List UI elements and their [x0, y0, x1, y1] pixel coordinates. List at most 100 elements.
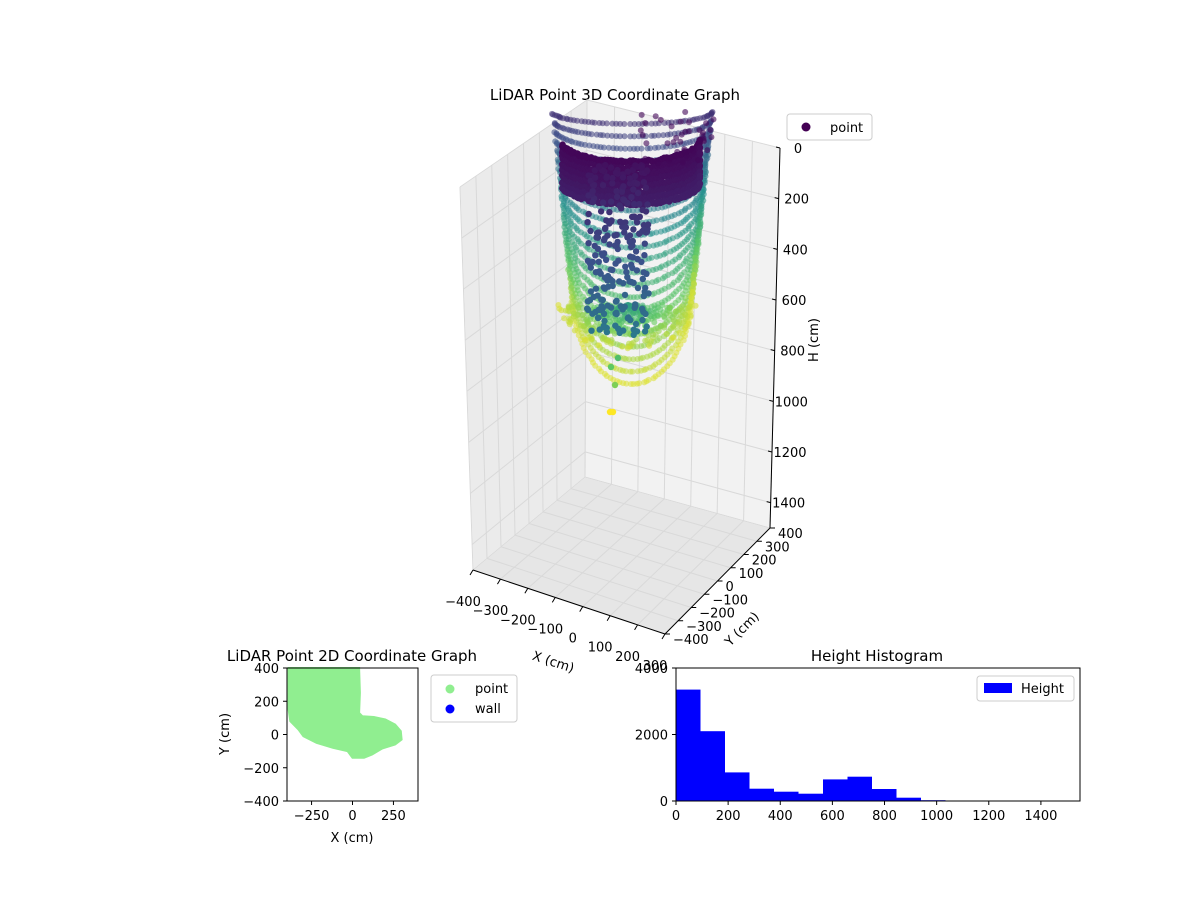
plot3d-point	[588, 131, 595, 138]
plot3d-y-gridline	[491, 165, 502, 547]
plot3d-y-tick-label: −300	[686, 620, 722, 635]
plot3d-point	[651, 319, 658, 326]
plot3d-x-tick-label: 0	[569, 632, 577, 647]
plot3d-point	[622, 368, 629, 375]
plot3d-point	[636, 213, 643, 220]
plot3d-point	[632, 162, 639, 169]
plot3d-point	[628, 194, 635, 201]
plot3d-point	[623, 268, 630, 276]
plot2d-legend-label-point: point	[475, 682, 508, 697]
plot3d-z-tick-label: 0	[794, 142, 802, 157]
plot2d-ticks: −250 0 250 400 200 0 −200 −400	[243, 662, 406, 824]
plot3d-x-tick-label: −200	[500, 613, 536, 628]
plot3d-x-tick-label: −400	[445, 595, 481, 610]
plot3d-point	[631, 121, 638, 127]
histogram-x-tick-label: 200	[716, 809, 741, 824]
plot3d-point	[699, 194, 706, 201]
plot3d-point	[611, 242, 619, 249]
plot3d-point	[678, 303, 685, 310]
plot3d-point	[607, 266, 614, 273]
plot3d-point	[574, 117, 581, 124]
plot3d-x-tick	[661, 633, 666, 640]
plot3d-point	[688, 294, 695, 301]
plot3d-point	[700, 186, 707, 193]
plot3d-point	[600, 310, 608, 317]
plot2d-x-tick-label: 0	[348, 809, 356, 824]
histogram-bar	[872, 789, 897, 801]
plot3d-point	[579, 311, 586, 318]
plot3d-point	[694, 237, 701, 244]
plot3d-x-gridline	[716, 134, 726, 514]
plot3d-point	[607, 198, 615, 205]
histogram-y-tick-label: 2000	[635, 729, 668, 744]
histogram-x-tick-label: 600	[820, 809, 845, 824]
histogram-bars	[676, 689, 1068, 801]
plot3d-point	[696, 180, 704, 187]
histogram: Height Histogram 0 200 400 600 800 1000 1200 14…	[635, 647, 1081, 824]
plot3d-point	[626, 356, 633, 363]
plot3d-point	[598, 303, 605, 310]
plot3d-point	[634, 180, 641, 187]
plot3d-point	[584, 318, 591, 325]
plot3d-point	[581, 336, 588, 343]
plot3d-point	[640, 269, 647, 276]
plot3d-y-gridline	[507, 154, 516, 536]
plot3d-point	[587, 227, 594, 235]
plot3d-point	[673, 308, 680, 315]
plot3d-point	[603, 328, 611, 336]
plot3d-y-gridline	[554, 121, 558, 501]
plot3d-point	[578, 240, 584, 247]
plot3d-point	[558, 307, 565, 314]
plot3d-point	[618, 188, 626, 195]
plot2d: LiDAR Point 2D Coordinate Graph −250 0 250…	[218, 647, 518, 846]
plot3d-point	[710, 116, 717, 123]
plot2d-legend-marker-wall	[445, 704, 455, 714]
plot3d-z-tick	[766, 501, 771, 504]
histogram-legend-frame	[976, 675, 1075, 702]
plot3d-point	[670, 317, 677, 324]
plot3d-y-tick-label: 100	[739, 567, 764, 582]
histogram-bar	[676, 689, 701, 801]
plot2d-point-region	[287, 667, 403, 759]
plot3d-point	[598, 296, 605, 303]
plot3d-point	[625, 314, 632, 321]
plot3d-point	[609, 174, 616, 182]
plot3d-point	[600, 132, 606, 139]
plot3d-point	[608, 132, 615, 139]
plot3d-point	[631, 200, 638, 208]
plot3d-x-axis-line	[472, 569, 666, 635]
plot3d-point	[613, 309, 620, 316]
plot3d-point	[616, 329, 623, 337]
plot3d-point	[702, 160, 709, 167]
plot3d-z-gridline	[459, 99, 588, 188]
plot3d-point	[596, 342, 602, 349]
plot3d-point	[690, 280, 697, 287]
plot3d-point	[574, 302, 581, 309]
plot3d-point	[644, 280, 651, 287]
plot3d-point	[683, 152, 690, 159]
plot3d-point	[705, 151, 712, 158]
plot3d-point	[646, 342, 653, 349]
plot3d-point	[652, 113, 659, 120]
plot3d-point	[621, 303, 628, 310]
plot2d-y-tick-label: −200	[243, 762, 279, 777]
plot3d-y-gridline	[542, 511, 731, 569]
histogram-legend: Height	[976, 675, 1075, 702]
plot3d-point	[599, 182, 607, 189]
plot3d-y-tick-label: −200	[699, 607, 735, 622]
plot3d-point	[631, 172, 639, 180]
plot3d-point	[604, 302, 611, 309]
plot3d-point	[568, 303, 575, 310]
plot3d-z-tick	[775, 146, 781, 149]
plot3d-point	[617, 218, 624, 225]
plot3d-point	[609, 282, 616, 290]
plot3d-point	[643, 140, 650, 147]
plot3d-point	[621, 291, 629, 299]
plot3d-y-gridline	[500, 546, 692, 608]
plot3d-point	[607, 363, 615, 371]
histogram-bar	[896, 797, 921, 801]
plot3d-z-gridline	[464, 250, 587, 341]
plot3d-point	[607, 318, 613, 325]
plot3d-point	[648, 254, 655, 261]
plot2d-legend-marker-point	[445, 684, 455, 694]
